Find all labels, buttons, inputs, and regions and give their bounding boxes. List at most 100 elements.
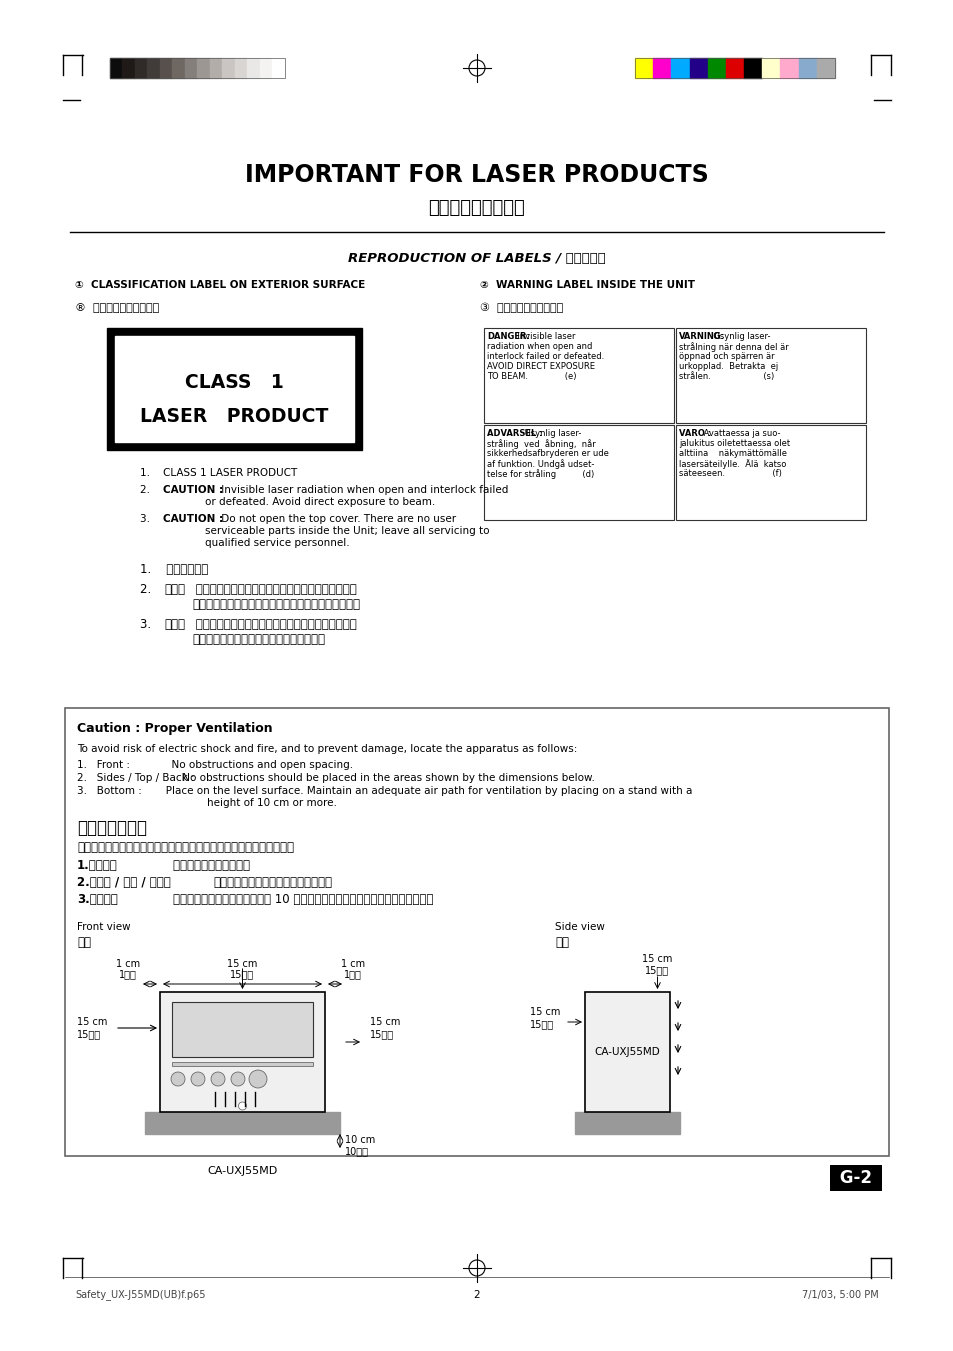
Text: IMPORTANT FOR LASER PRODUCTS: IMPORTANT FOR LASER PRODUCTS xyxy=(245,163,708,186)
Bar xyxy=(210,58,222,78)
Text: 3.: 3. xyxy=(140,513,163,524)
Bar xyxy=(273,58,285,78)
Text: 请勿打开顶盖板，本机内部没有用户可自行维修的部: 请勿打开顶盖板，本机内部没有用户可自行维修的部 xyxy=(192,617,356,631)
Bar xyxy=(707,58,725,78)
Bar xyxy=(780,58,798,78)
Bar xyxy=(584,992,669,1112)
Text: 在图示范围内，不应放置任何障碍物。: 在图示范围内，不应放置任何障碍物。 xyxy=(213,875,332,889)
Bar xyxy=(145,1112,339,1133)
Bar xyxy=(107,328,361,450)
Text: 2.　側面 / 顶面 / 背面：: 2. 側面 / 顶面 / 背面： xyxy=(77,875,171,889)
Text: ®  位于机表的分类说明文: ® 位于机表的分类说明文 xyxy=(75,303,159,313)
Bar xyxy=(761,58,780,78)
Text: Invisible laser: Invisible laser xyxy=(512,332,575,340)
Bar xyxy=(135,58,148,78)
Circle shape xyxy=(238,1102,246,1111)
Text: LASER   PRODUCT: LASER PRODUCT xyxy=(140,407,329,426)
Text: 7/1/03, 5:00 PM: 7/1/03, 5:00 PM xyxy=(801,1290,878,1300)
Text: VARNING:: VARNING: xyxy=(679,332,724,340)
Text: 1.    一级激光产品: 1. 一级激光产品 xyxy=(140,563,208,576)
Text: REPRODUCTION OF LABELS / 说明文抄录: REPRODUCTION OF LABELS / 说明文抄录 xyxy=(348,251,605,265)
Bar xyxy=(110,58,122,78)
Text: 2.   Sides / Top / Back :: 2. Sides / Top / Back : xyxy=(77,773,194,784)
Text: 2: 2 xyxy=(474,1290,479,1300)
Text: 10 cm: 10 cm xyxy=(345,1135,375,1146)
Text: CA-UXJ55MD: CA-UXJ55MD xyxy=(207,1166,277,1175)
Text: Avattaessa ja suo-: Avattaessa ja suo- xyxy=(700,430,780,438)
Text: 注意：正确通风: 注意：正确通风 xyxy=(77,819,147,838)
Text: 放置在水平面上，放置在一个高 10 厘米或以上的台面上，以保持足够的通风道。: 放置在水平面上，放置在一个高 10 厘米或以上的台面上，以保持足够的通风道。 xyxy=(128,893,433,907)
Text: 1 cm: 1 cm xyxy=(340,959,365,969)
Text: strålen.                    (s): strålen. (s) xyxy=(679,372,774,381)
Text: 3.　底部：: 3. 底部： xyxy=(77,893,117,907)
Bar xyxy=(172,1002,313,1056)
Text: No obstructions and open spacing.: No obstructions and open spacing. xyxy=(126,761,353,770)
Text: alttiina    näkymättömälle: alttiina näkymättömälle xyxy=(679,449,786,458)
Text: ③  位于机内的警告说明文: ③ 位于机内的警告说明文 xyxy=(479,303,562,313)
Bar xyxy=(671,58,689,78)
Bar xyxy=(234,58,247,78)
Text: Side view: Side view xyxy=(555,921,604,932)
Text: af funktion. Undgå udset-: af funktion. Undgå udset- xyxy=(486,459,594,469)
Bar xyxy=(185,58,197,78)
Text: 3.   Bottom :: 3. Bottom : xyxy=(77,786,142,796)
Text: 生不可见的激光辐射。应避免受到激光射线直接照射。: 生不可见的激光辐射。应避免受到激光射线直接照射。 xyxy=(192,598,359,611)
Text: interlock failed or defeated.: interlock failed or defeated. xyxy=(486,353,603,361)
Text: 1.    CLASS 1 LASER PRODUCT: 1. CLASS 1 LASER PRODUCT xyxy=(140,467,297,478)
Text: urkopplad.  Betrakta  ej: urkopplad. Betrakta ej xyxy=(679,362,778,372)
Text: CA-UXJ55MD: CA-UXJ55MD xyxy=(594,1047,659,1056)
Text: CAUTION :: CAUTION : xyxy=(163,513,223,524)
Text: 1厘米: 1厘米 xyxy=(344,969,361,979)
Bar xyxy=(635,58,653,78)
Text: TO BEAM.              (e): TO BEAM. (e) xyxy=(486,372,576,381)
Circle shape xyxy=(211,1071,225,1086)
Text: 1 cm: 1 cm xyxy=(116,959,140,969)
Bar xyxy=(122,58,135,78)
Bar xyxy=(172,58,185,78)
Bar xyxy=(816,58,834,78)
Text: sikkerhedsafbryderen er ude: sikkerhedsafbryderen er ude xyxy=(486,449,608,458)
Bar xyxy=(676,426,865,520)
Circle shape xyxy=(231,1071,245,1086)
Text: 注意：: 注意： xyxy=(164,584,185,596)
Text: 側面: 側面 xyxy=(555,936,568,948)
Bar xyxy=(115,336,354,442)
Text: 15厘米: 15厘米 xyxy=(231,969,254,979)
Text: ADVARSEL :: ADVARSEL : xyxy=(486,430,542,438)
Bar xyxy=(110,58,285,78)
Bar xyxy=(743,58,761,78)
Bar xyxy=(172,1062,313,1066)
Text: 1厘米: 1厘米 xyxy=(119,969,137,979)
Text: telse for stråling          (d): telse for stråling (d) xyxy=(486,469,594,478)
Text: 15厘米: 15厘米 xyxy=(77,1029,101,1039)
Text: 当内部固定装置失效或被报起后：打开盖板可能产生: 当内部固定装置失效或被报起后：打开盖板可能产生 xyxy=(192,584,356,596)
Bar xyxy=(725,58,743,78)
Text: 2.: 2. xyxy=(140,584,166,596)
Text: 15 cm: 15 cm xyxy=(370,1017,400,1027)
Text: 15 cm: 15 cm xyxy=(530,1006,559,1017)
Bar xyxy=(676,328,865,423)
Text: 2.: 2. xyxy=(140,485,163,494)
Text: 注意：: 注意： xyxy=(164,617,185,631)
Circle shape xyxy=(171,1071,185,1086)
Text: 前面: 前面 xyxy=(77,936,91,948)
Bar xyxy=(197,58,210,78)
Bar xyxy=(148,58,160,78)
Text: No obstructions should be placed in the areas shown by the dimensions below.: No obstructions should be placed in the … xyxy=(179,773,595,784)
Text: qualified service personnel.: qualified service personnel. xyxy=(205,538,349,549)
Text: CAUTION :: CAUTION : xyxy=(163,485,223,494)
Text: strålning när denna del är: strålning när denna del är xyxy=(679,342,788,351)
Text: 锴射产品的重要说明: 锴射产品的重要说明 xyxy=(428,199,525,218)
Text: radiation when open and: radiation when open and xyxy=(486,342,592,351)
Text: Safety_UX-J55MD(UB)f.p65: Safety_UX-J55MD(UB)f.p65 xyxy=(75,1290,205,1301)
Circle shape xyxy=(191,1071,205,1086)
Text: Osynlig laser-: Osynlig laser- xyxy=(707,332,769,340)
Text: To avoid risk of electric shock and fire, and to prevent damage, locate the appa: To avoid risk of electric shock and fire… xyxy=(77,744,577,754)
Circle shape xyxy=(249,1070,267,1088)
Text: 15厘米: 15厘米 xyxy=(530,1019,554,1029)
Text: lasersäteilylle.  Älä  katso: lasersäteilylle. Älä katso xyxy=(679,459,785,469)
Bar xyxy=(160,992,325,1112)
Text: 1.　前面：: 1. 前面： xyxy=(77,859,117,871)
Text: 15 cm: 15 cm xyxy=(77,1017,108,1027)
Text: VARO :: VARO : xyxy=(679,430,710,438)
